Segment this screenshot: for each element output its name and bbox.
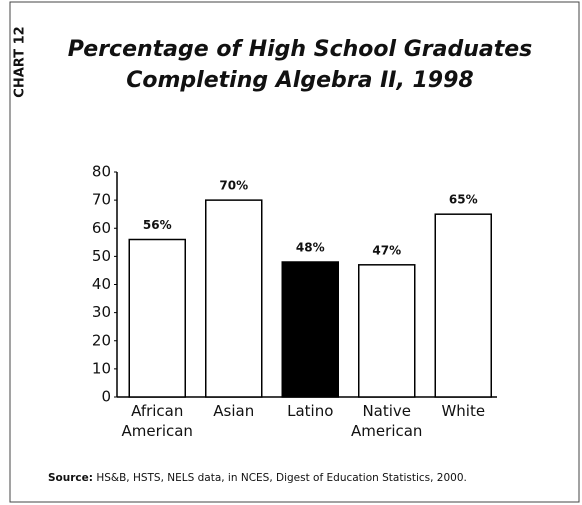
frame xyxy=(9,1,580,503)
bar xyxy=(205,199,263,398)
value-label: 47% xyxy=(372,243,401,257)
y-tick-label: 30 xyxy=(92,303,111,321)
bar xyxy=(281,261,339,398)
x-tick-label: Asian xyxy=(213,402,254,420)
x-tick-line: American xyxy=(122,422,193,440)
x-tick-line: African xyxy=(131,402,183,420)
source-text: HS&B, HSTS, NELS data, in NCES, Digest o… xyxy=(96,472,467,484)
x-tick-line: American xyxy=(351,422,422,440)
bar xyxy=(128,238,186,398)
value-label: 56% xyxy=(143,218,172,232)
y-tick-label: 80 xyxy=(92,163,111,181)
bar xyxy=(434,213,492,398)
side-label: CHART 12 xyxy=(13,26,28,97)
chart-title: Completing Algebra II, 1998 xyxy=(126,68,473,93)
x-tick-line: Latino xyxy=(287,402,333,420)
y-tick-label: 50 xyxy=(92,247,111,265)
y-tick-label: 70 xyxy=(92,191,111,209)
x-tick-label: White xyxy=(441,402,485,420)
y-tick-label: 60 xyxy=(92,219,111,237)
x-tick-line: Native xyxy=(362,402,411,420)
source-label: Source: xyxy=(48,472,93,484)
value-label: 48% xyxy=(296,241,325,255)
y-tick-label: 10 xyxy=(92,359,111,377)
x-tick-label: Latino xyxy=(287,402,333,420)
bar xyxy=(358,264,416,398)
value-label: 70% xyxy=(219,179,248,193)
x-tick-line: Asian xyxy=(213,402,254,420)
x-tick-label: African American xyxy=(122,402,193,440)
y-tick-label: 20 xyxy=(92,331,111,349)
value-label: 65% xyxy=(449,193,478,207)
chart-title: Percentage of High School Graduates xyxy=(68,37,533,62)
y-tick-label: 0 xyxy=(101,388,111,406)
x-tick-line: White xyxy=(441,402,485,420)
source: Source: HS&B, HSTS, NELS data, in NCES, … xyxy=(48,472,467,484)
y-tick-label: 40 xyxy=(92,275,111,293)
x-tick-label: Native American xyxy=(351,402,422,440)
